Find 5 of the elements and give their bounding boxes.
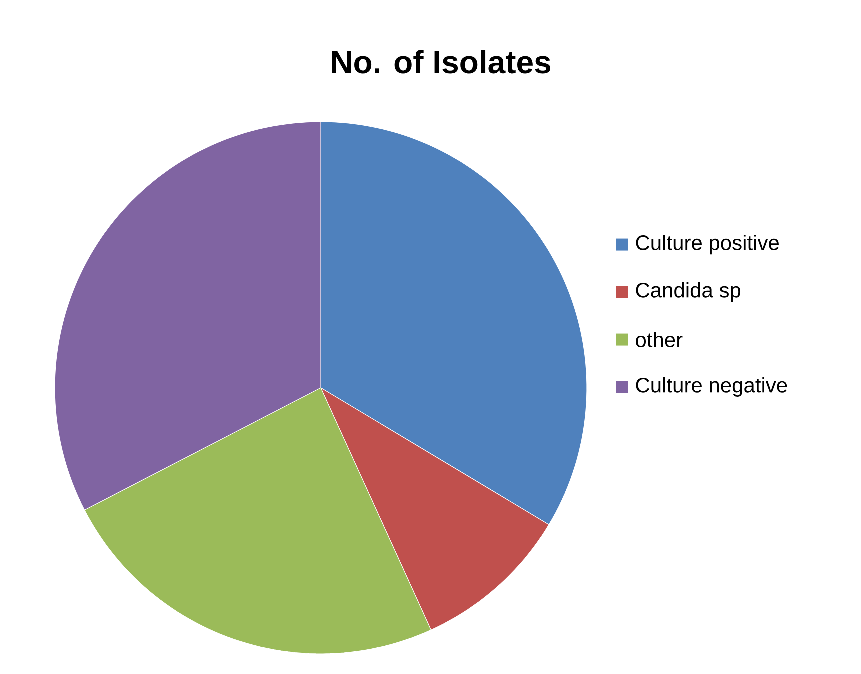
legend-label: Culture negative [636,377,788,397]
legend-label: Culture positive [636,235,779,255]
legend-label: other [636,332,683,348]
chart-title: No. of Isolates [332,50,551,74]
legend-label: Candida sp [636,282,741,302]
